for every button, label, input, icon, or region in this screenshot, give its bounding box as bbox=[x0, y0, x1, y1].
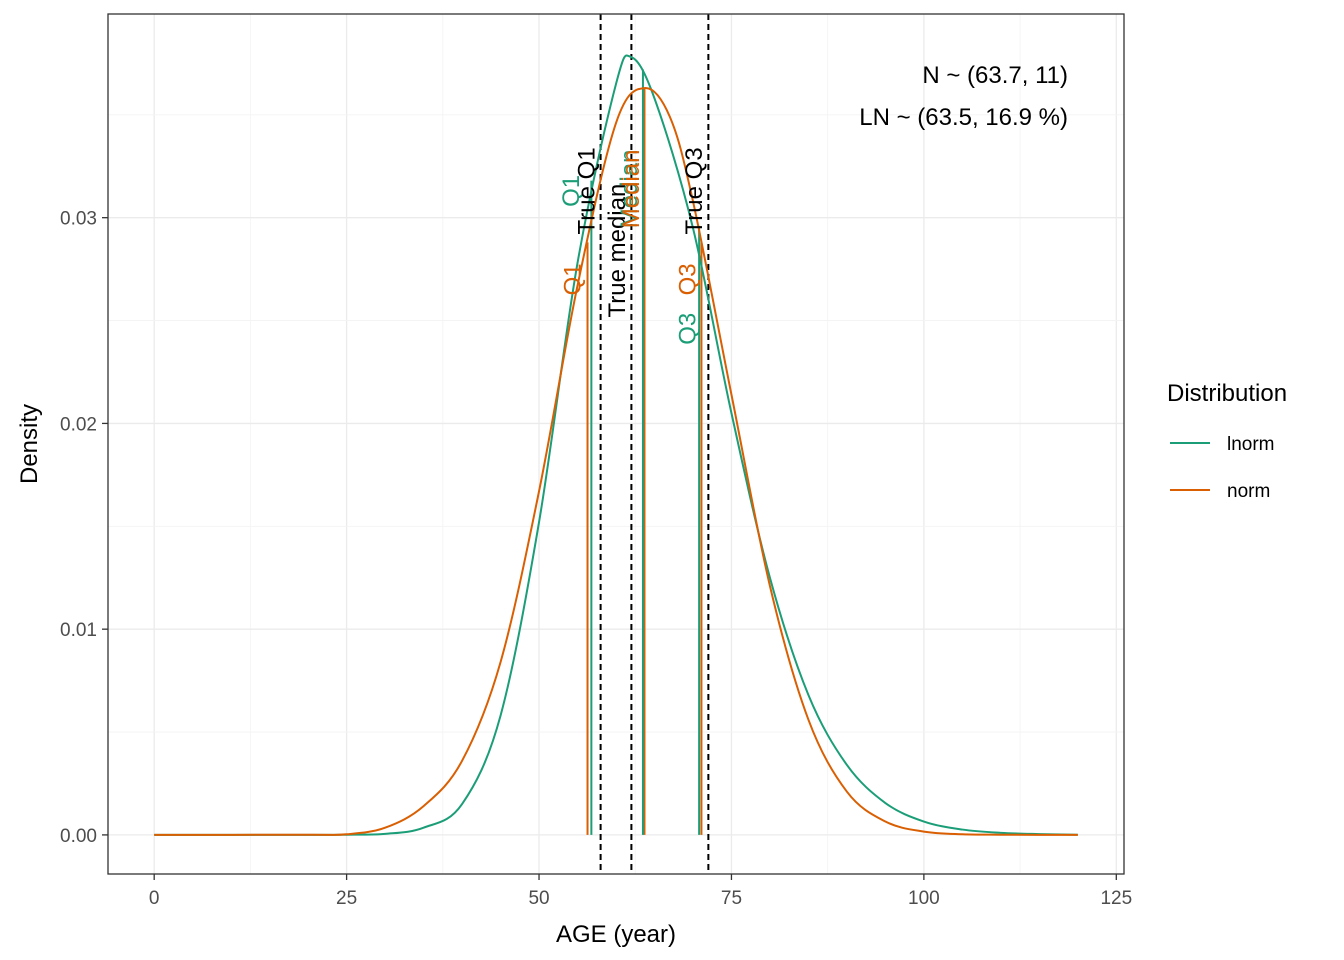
x-tick-label-5: 125 bbox=[1100, 888, 1132, 909]
series-line-norm bbox=[154, 87, 1078, 836]
series-lines bbox=[154, 54, 1078, 836]
legend-label-lnorm: lnorm bbox=[1227, 434, 1275, 455]
annotation-q3-7: Q3 bbox=[674, 263, 701, 295]
legend: Distribution lnorm norm bbox=[1167, 380, 1287, 502]
x-tick-label-3: 75 bbox=[721, 888, 742, 909]
x-tick-label-1: 25 bbox=[336, 888, 357, 909]
x-tick-label-4: 100 bbox=[908, 888, 940, 909]
x-tick-label-0: 0 bbox=[149, 888, 160, 909]
annotation-median-4: Median bbox=[618, 150, 645, 229]
annotation-median-3: Median bbox=[616, 150, 643, 229]
annotation-true-q1-1: True Q1 bbox=[573, 147, 600, 234]
x-tick-label-2: 50 bbox=[528, 888, 549, 909]
stats-normal: N ~ (63.7, 11) bbox=[922, 62, 1068, 89]
legend-label-norm: norm bbox=[1227, 481, 1270, 502]
y-tick-label-1: 0.01 bbox=[60, 620, 97, 641]
annotation-q1-0: Q1 bbox=[558, 175, 585, 207]
y-axis-title: Density bbox=[16, 404, 43, 484]
vertical-markers bbox=[586, 14, 710, 874]
x-axis-title: AGE (year) bbox=[556, 921, 676, 948]
y-tick-label-2: 0.02 bbox=[60, 414, 97, 435]
annotation-q1-6: Q1 bbox=[560, 263, 587, 295]
stats-lognormal: LN ~ (63.5, 16.9 %) bbox=[859, 104, 1068, 131]
legend-title: Distribution bbox=[1167, 380, 1287, 407]
annotation-q3-8: Q3 bbox=[674, 313, 701, 345]
series-line-lnorm bbox=[154, 54, 1078, 836]
panel-border bbox=[107, 13, 1125, 875]
y-tick-label-3: 0.03 bbox=[60, 209, 97, 230]
stats-block: N ~ (63.7, 11) LN ~ (63.5, 16.9 %) bbox=[859, 62, 1068, 131]
annotation-true-median-2: True median bbox=[604, 184, 631, 318]
axes: 0 25 50 75 100 125 0.00 0.01 0.02 0.03 bbox=[60, 209, 1132, 909]
y-tick-label-0: 0.00 bbox=[60, 826, 97, 847]
annotation-true-q3-5: True Q3 bbox=[681, 147, 708, 234]
